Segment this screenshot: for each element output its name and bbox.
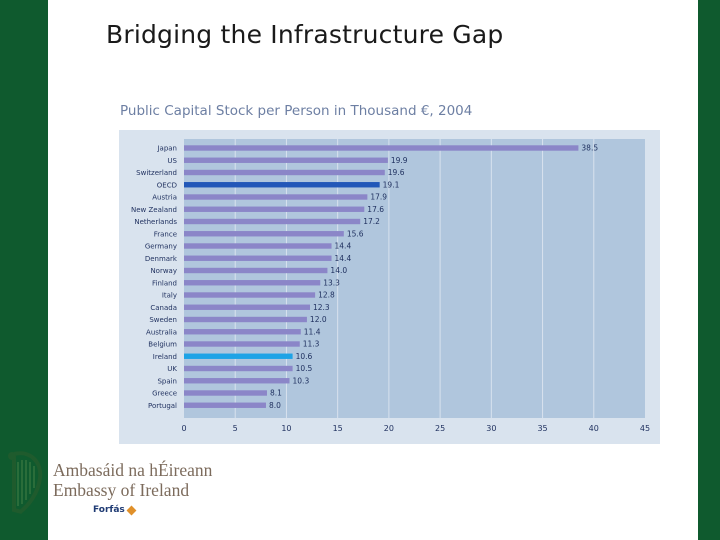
category-label-switzerland: Switzerland [136, 169, 177, 177]
forfas-logo-icon [126, 505, 137, 515]
category-label-uk: UK [167, 365, 177, 373]
bar-canada [184, 304, 311, 310]
bar-new-zealand [184, 206, 365, 212]
category-label-ireland: Ireland [153, 353, 177, 361]
category-label-norway: Norway [150, 267, 177, 275]
bar-switzerland [184, 169, 385, 176]
bar-france [184, 231, 344, 237]
bar-ireland [184, 353, 293, 359]
category-label-austria: Austria [152, 194, 177, 202]
bar-norway [184, 267, 328, 274]
category-label-us: US [167, 157, 177, 165]
value-label-france: 15.6 [347, 229, 364, 238]
value-label-japan: 38.5 [581, 144, 598, 153]
value-label-spain: 10.3 [293, 376, 310, 385]
value-label-greece: 8.1 [270, 389, 282, 398]
left-green-band [0, 0, 48, 540]
category-label-canada: Canada [150, 304, 177, 312]
bar-denmark [184, 255, 332, 261]
category-label-new-zealand: New Zealand [131, 206, 177, 214]
value-label-netherlands: 17.2 [363, 217, 380, 226]
forfas-label: Forfás [93, 505, 125, 515]
category-label-japan: Japan [156, 145, 177, 153]
grid-lines [234, 139, 595, 418]
bar-belgium [184, 341, 300, 347]
x-tick-label: 30 [486, 424, 496, 433]
category-label-italy: Italy [162, 292, 177, 300]
value-label-switzerland: 19.6 [388, 168, 405, 177]
category-labels: Japan US Switzerland OECD Austria New Zealand… [131, 145, 178, 410]
value-label-belgium: 11.3 [303, 340, 320, 349]
x-axis-ticks: 0 5 10 15 20 25 30 35 40 45 [181, 424, 650, 433]
x-tick-label: 35 [537, 424, 547, 433]
embassy-irish-name: Ambasáid na hÉireann [53, 460, 213, 480]
value-label-portugal: 8.0 [269, 401, 281, 410]
bar-portugal [184, 402, 266, 408]
harp-icon [8, 451, 43, 514]
value-label-italy: 12.8 [318, 291, 335, 300]
bar-uk [184, 365, 293, 372]
category-label-germany: Germany [145, 243, 177, 251]
bars [184, 145, 579, 408]
slide-title: Bridging the Infrastructure Gap [106, 20, 504, 49]
bar-finland [184, 280, 321, 286]
category-label-greece: Greece [152, 390, 177, 398]
value-label-denmark: 14.4 [335, 254, 352, 263]
bar-greece [184, 390, 267, 396]
category-label-finland: Finland [152, 279, 177, 287]
x-tick-label: 25 [435, 424, 445, 433]
value-label-us: 19.9 [391, 156, 408, 165]
category-label-portugal: Portugal [148, 402, 177, 410]
embassy-english-name: Embassy of Ireland [53, 480, 190, 500]
x-tick-label: 20 [384, 424, 394, 433]
value-labels: 38.5 19.9 19.6 19.1 17.9 17.6 17.2 15.6 14.4 14.4… [269, 144, 598, 410]
value-label-norway: 14.0 [330, 266, 347, 275]
value-label-new-zealand: 17.6 [367, 205, 384, 214]
bar-sweden [184, 316, 307, 323]
category-label-australia: Australia [146, 328, 177, 336]
category-label-belgium: Belgium [148, 341, 177, 349]
value-label-uk: 10.5 [296, 364, 313, 373]
value-label-ireland: 10.6 [296, 352, 313, 361]
category-label-denmark: Denmark [145, 255, 178, 263]
value-label-austria: 17.9 [370, 193, 387, 202]
x-tick-label: 5 [233, 424, 238, 433]
value-label-germany: 14.4 [335, 242, 352, 251]
bar-australia [184, 329, 301, 335]
bar-germany [184, 243, 332, 249]
category-label-france: France [154, 230, 177, 238]
plot-area-background [184, 139, 645, 418]
x-tick-label: 40 [589, 424, 599, 433]
right-green-band [698, 0, 720, 540]
bar-oecd [184, 182, 380, 188]
bar-netherlands [184, 218, 361, 225]
value-label-australia: 11.4 [304, 327, 321, 336]
x-tick-label: 0 [181, 424, 186, 433]
value-label-oecd: 19.1 [383, 180, 400, 189]
x-tick-label: 10 [281, 424, 291, 433]
forfas-logo: Forfás [93, 505, 137, 515]
chart-title: Public Capital Stock per Person in Thous… [120, 103, 473, 119]
bar-japan [184, 145, 579, 151]
bar-us [184, 157, 388, 163]
category-label-sweden: Sweden [149, 316, 177, 324]
bar-austria [184, 194, 368, 200]
bar-chart: Japan US Switzerland OECD Austria New Zealand… [119, 130, 660, 444]
bar-spain [184, 378, 290, 384]
x-tick-label: 45 [640, 424, 650, 433]
bar-italy [184, 292, 316, 298]
value-label-finland: 13.3 [323, 278, 340, 287]
category-label-oecd: OECD [157, 181, 177, 189]
category-label-netherlands: Netherlands [134, 218, 177, 226]
category-label-spain: Spain [157, 377, 177, 385]
value-label-canada: 12.3 [313, 303, 330, 312]
value-label-sweden: 12.0 [310, 315, 327, 324]
x-tick-label: 15 [333, 424, 343, 433]
